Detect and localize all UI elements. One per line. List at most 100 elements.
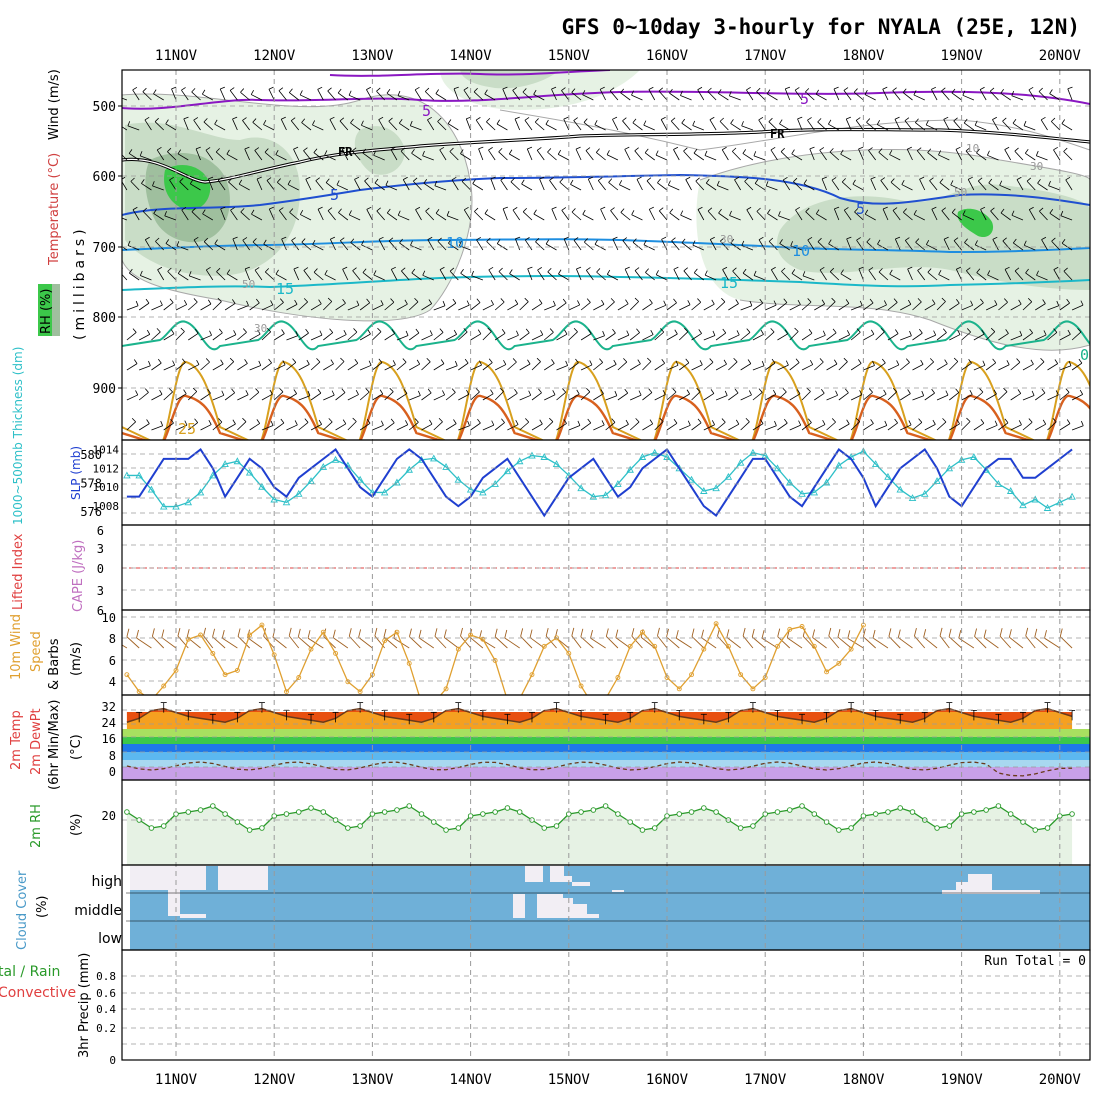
upper-wind-barb [943, 119, 950, 131]
upper-wind-barb [1022, 301, 1033, 311]
upper-wind-barb [458, 331, 468, 341]
upper-wind-barb-flag [1018, 299, 1022, 305]
precip-tick-label: 0 [109, 1054, 116, 1067]
upper-wind-barb [913, 214, 925, 221]
wind10-barb-flag [897, 629, 901, 638]
upper-wind-barb-flag [990, 207, 995, 212]
upper-wind-barb [629, 301, 639, 311]
upper-wind-barb-flag [987, 270, 991, 276]
upper-wind-barb [558, 154, 569, 161]
upper-wind-barb [261, 425, 274, 431]
upper-wind-barb-flag [449, 267, 455, 272]
wind10-point [836, 660, 842, 666]
wind10-barb-flag [923, 629, 927, 638]
upper-wind-barb-flag [475, 388, 480, 393]
thickness-point [159, 502, 168, 510]
upper-wind-barb [709, 239, 717, 251]
upper-wind-barb-flag [464, 206, 469, 211]
upper-wind-barb [961, 394, 973, 401]
upper-wind-barb [254, 150, 263, 161]
upper-wind-barb [596, 271, 606, 281]
upper-wind-barb-flag [160, 420, 164, 426]
upper-wind-barb-flag [435, 208, 440, 214]
thickness-point [479, 488, 487, 496]
upper-wind-barb-flag [791, 149, 795, 155]
upper-wind-barb [138, 423, 150, 431]
upper-wind-barb [838, 392, 849, 401]
upper-wind-barb-flag [348, 210, 352, 216]
upper-wind-barb [278, 90, 287, 101]
upper-wind-barb [715, 301, 726, 311]
upper-wind-barb [305, 179, 312, 191]
upper-wind-barb [658, 210, 668, 221]
upper-wind-barb-flag [336, 180, 340, 186]
upper-wind-barb [352, 270, 361, 281]
upper-wind-barb-flag [855, 117, 861, 121]
upper-wind-barb-flag [758, 388, 763, 393]
upper-wind-barb [840, 153, 852, 161]
upper-wind-barb-flag [1003, 298, 1008, 303]
upper-wind-barb-flag [619, 180, 623, 185]
upper-wind-barb [585, 150, 594, 161]
upper-wind-barb-flag [148, 360, 151, 366]
upper-wind-barb [593, 362, 603, 371]
upper-wind-barb [1059, 365, 1072, 371]
upper-wind-barb [362, 272, 373, 281]
upper-wind-barb-flag [870, 419, 874, 424]
upper-wind-barb [488, 149, 496, 161]
upper-wind-barb-flag [869, 298, 874, 304]
upper-wind-barb [325, 182, 336, 191]
upper-wind-barb-flag [553, 300, 556, 306]
upper-wind-barb-flag [527, 359, 531, 365]
upper-wind-barb-flag [218, 418, 223, 423]
upper-wind-barb [729, 95, 741, 101]
upper-wind-barb-flag [539, 176, 545, 180]
upper-wind-barb [656, 274, 668, 281]
upper-wind-barb [551, 88, 557, 101]
upper-wind-barb [484, 213, 496, 221]
wind10-point [455, 646, 461, 652]
upper-wind-barb [510, 181, 520, 191]
upper-wind-barb-flag [390, 146, 396, 150]
upper-wind-barb-flag [765, 181, 769, 187]
upper-wind-barb [401, 270, 410, 281]
upper-wind-barb-flag [524, 117, 530, 121]
thickness-point [209, 471, 217, 479]
upper-wind-barb [695, 180, 705, 191]
upper-wind-barb [814, 303, 825, 311]
upper-wind-barb-flag [501, 328, 506, 334]
thickness-point [871, 460, 880, 468]
upper-wind-barb-flag [524, 297, 529, 302]
thickness-tick-label: 578 [80, 477, 102, 491]
upper-wind-barb-flag [647, 357, 652, 362]
upper-wind-barb [1024, 244, 1036, 251]
upper-wind-barb-flag [268, 86, 274, 90]
upper-wind-barb-flag [1065, 388, 1070, 393]
upper-wind-barb-flag [353, 328, 358, 333]
upper-wind-barb-flag [620, 208, 625, 213]
upper-wind-barb [459, 245, 471, 251]
upper-wind-barb-flag [1017, 389, 1022, 394]
rh2m-point [909, 809, 916, 815]
upper-wind-barb [916, 150, 926, 161]
upper-wind-barb-flag [907, 266, 913, 270]
pressure-tick-label: 900 [93, 382, 116, 397]
upper-wind-barb [680, 214, 692, 221]
day-label-top: 14NOV [450, 48, 493, 64]
upper-wind-barb-flag [317, 86, 323, 90]
upper-wind-barb [666, 302, 677, 311]
upper-wind-barb [868, 150, 876, 161]
upper-wind-barb-flag [145, 236, 150, 241]
upper-wind-barb-flag [941, 297, 946, 302]
upper-wind-barb-flag [1063, 147, 1068, 152]
upper-wind-barb-flag [425, 87, 430, 92]
upper-wind-barb-flag [697, 418, 702, 424]
upper-wind-barb [643, 124, 655, 131]
upper-wind-barb-flag [724, 390, 728, 396]
upper-wind-barb [814, 361, 824, 371]
upper-wind-barb-flag [1038, 87, 1043, 92]
upper-wind-barb [205, 269, 214, 281]
upper-wind-barb [779, 243, 790, 251]
upper-wind-barb [335, 334, 347, 341]
